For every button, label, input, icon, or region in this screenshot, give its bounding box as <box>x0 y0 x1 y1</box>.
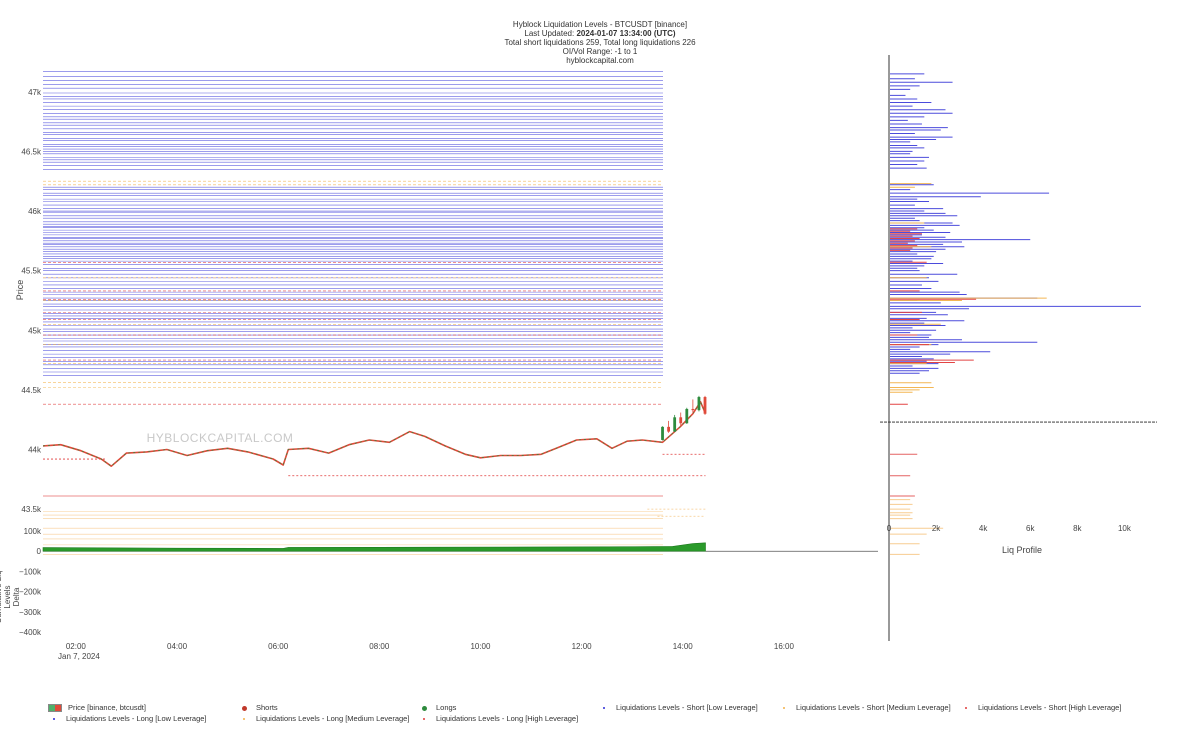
legend-item[interactable]: Price [binance, btcusdt] <box>48 703 146 713</box>
legend-item[interactable]: Longs <box>418 703 456 712</box>
totals-text: Total short liquidations 259, Total long… <box>504 38 696 47</box>
legend-row: Price [binance, btcusdt] Shorts Longs Liqui… <box>48 703 1168 714</box>
legend-label: Liquidations Levels - Long [Medium Lever… <box>256 714 410 723</box>
legend-dot <box>421 705 427 711</box>
legend-item[interactable]: Liquidations Levels - Short [Medium Leve… <box>778 703 951 712</box>
legend-symbol <box>238 704 250 712</box>
legend-dot <box>965 707 967 710</box>
cum-axis-label-line: Delta <box>12 587 21 606</box>
legend-dot <box>243 718 245 721</box>
cum-tick-label: 100k <box>24 527 42 536</box>
legend-dot <box>241 705 247 711</box>
price-line-up <box>42 400 706 467</box>
price-tick-label: 46k <box>28 207 42 216</box>
legend-label: Liquidations Levels - Short [High Levera… <box>978 703 1122 712</box>
legend-label: Liquidations Levels - Long [High Leverag… <box>436 714 579 723</box>
price-tick-label: 47k <box>28 88 42 97</box>
cumulative-delta-panel <box>42 542 878 552</box>
time-tick-label: 06:00 <box>268 642 289 651</box>
chart-title: Hyblock Liquidation Levels - BTCUSDT [bi… <box>512 20 688 29</box>
legend-item[interactable]: Liquidations Levels - Long [Low Leverage… <box>48 714 207 723</box>
profile-tick-label: 0 <box>887 524 892 533</box>
legend-row: Liquidations Levels - Long [Low Leverage… <box>48 714 1168 725</box>
time-tick-label: 08:00 <box>369 642 390 651</box>
legend: Price [binance, btcusdt] Shorts Longs Liqui… <box>48 703 1168 725</box>
price-line-down <box>42 401 707 467</box>
time-tick-label: 14:00 <box>673 642 694 651</box>
legend-label: Price [binance, btcusdt] <box>68 703 146 712</box>
legend-symbol <box>418 704 430 712</box>
legend-dot <box>783 707 785 710</box>
candle-body <box>661 426 664 440</box>
candle-body <box>673 417 677 432</box>
watermark: HYBLOCKCAPITAL.COM <box>147 431 294 445</box>
time-tick-label: 04:00 <box>167 642 188 651</box>
legend-symbol <box>418 715 430 723</box>
legend-symbol <box>238 715 250 723</box>
candle-body <box>685 408 689 424</box>
price-tick-label: 44.5k <box>21 386 42 395</box>
site-text: hyblockcapital.com <box>566 56 634 65</box>
cum-tick-label: −400k <box>19 628 42 637</box>
candle-body <box>703 397 707 414</box>
last-updated-label: Last Updated: <box>524 29 575 38</box>
profile-tick-label: 10k <box>1118 524 1132 533</box>
liquidation-levels <box>43 71 706 555</box>
time-tick-label: 10:00 <box>470 642 491 651</box>
legend-label: Liquidations Levels - Short [Low Leverag… <box>616 703 758 712</box>
candle-body <box>697 397 701 411</box>
profile-tick-label: 2k <box>932 524 941 533</box>
price-tick-label: 43.5k <box>21 505 42 514</box>
price-tick-label: 46.5k <box>21 147 42 156</box>
candle-body <box>679 417 683 424</box>
cum-axis-label-line: Levels <box>3 585 12 608</box>
price-series <box>42 395 707 467</box>
cum-axis-label-line: Cumulative Liq <box>0 571 3 624</box>
cum-tick-label: −200k <box>19 588 42 597</box>
time-tick-label: 12:00 <box>572 642 593 651</box>
price-tick-label: 45.5k <box>21 267 42 276</box>
legend-item[interactable]: Liquidations Levels - Short [Low Leverag… <box>598 703 758 712</box>
legend-label: Liquidations Levels - Long [Low Leverage… <box>66 714 207 723</box>
candle-body <box>691 408 695 411</box>
legend-item[interactable]: Shorts <box>238 703 278 712</box>
cum-delta-area <box>42 542 706 552</box>
liq-profile-panel <box>880 55 1157 641</box>
profile-axis-label: Liq Profile <box>1002 545 1042 555</box>
candle-body <box>667 426 671 432</box>
time-tick-label: 16:00 <box>774 642 795 651</box>
legend-item[interactable]: Liquidations Levels - Short [High Levera… <box>960 703 1121 712</box>
price-tick-label: 45k <box>28 326 42 335</box>
price-tick-label: 44k <box>28 446 42 455</box>
legend-symbol <box>960 704 972 712</box>
last-updated-value: 2024-01-07 13:34:00 (UTC) <box>576 29 676 38</box>
range-text: OI/Vol Range: -1 to 1 <box>562 47 638 56</box>
time-tick-label: 02:00 <box>66 642 87 651</box>
price-axis-label: Price <box>15 280 25 301</box>
profile-tick-label: 6k <box>1026 524 1035 533</box>
legend-symbol <box>48 704 62 713</box>
last-updated: Last Updated: 2024-01-07 13:34:00 (UTC) <box>0 29 1200 38</box>
profile-tick-label: 4k <box>979 524 988 533</box>
cum-tick-label: 0 <box>37 547 42 556</box>
legend-dot <box>53 718 55 721</box>
legend-item[interactable]: Liquidations Levels - Long [High Leverag… <box>418 714 578 723</box>
legend-label: Shorts <box>256 703 278 712</box>
legend-symbol <box>598 704 610 712</box>
cum-axis-label: Cumulative LiqLevelsDelta <box>0 571 21 624</box>
legend-dot <box>423 718 425 721</box>
cum-tick-label: −300k <box>19 608 42 617</box>
date-label: Jan 7, 2024 <box>58 652 100 661</box>
cum-tick-label: −100k <box>19 567 42 576</box>
legend-label: Liquidations Levels - Short [Medium Leve… <box>796 703 951 712</box>
legend-item[interactable]: Liquidations Levels - Long [Medium Lever… <box>238 714 409 723</box>
axes: 47k 46.5k 46k 45.5k 45k 44.5k 44k 43.5k Price 100… <box>0 88 1132 661</box>
legend-symbol <box>778 704 790 712</box>
legend-label: Longs <box>436 703 457 712</box>
legend-symbol <box>48 715 60 723</box>
legend-dot <box>603 707 605 710</box>
profile-tick-label: 8k <box>1073 524 1082 533</box>
